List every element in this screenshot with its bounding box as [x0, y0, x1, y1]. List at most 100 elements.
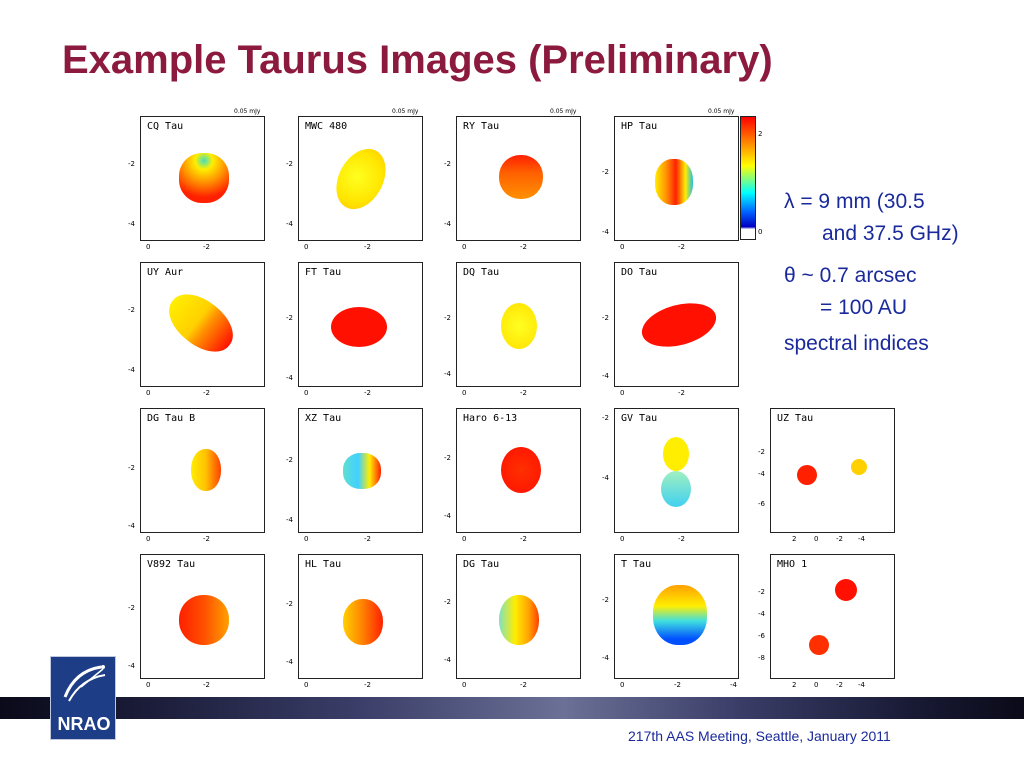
y-tick: -2 — [602, 314, 609, 322]
x-tick: 0 — [304, 389, 309, 397]
logo-text: NRAO — [57, 714, 111, 734]
panel-cq-tau: CQ Tau — [140, 116, 265, 241]
panel-mho-1: MHO 1 — [770, 554, 895, 679]
x-tick: -4 — [730, 681, 737, 689]
nrao-logo: NRAO — [50, 656, 116, 740]
emission-blob-south — [661, 471, 691, 507]
y-tick: -2 — [128, 604, 135, 612]
panel-label: UZ Tau — [777, 413, 814, 424]
footer-meeting: 217th AAS Meeting, Seattle, January 2011 — [628, 728, 891, 744]
x-tick: -2 — [836, 681, 843, 689]
y-tick: -4 — [128, 220, 135, 228]
emission-blob — [501, 447, 541, 493]
panel-gv-tau: GV Tau — [614, 408, 739, 533]
y-tick: -2 — [602, 168, 609, 176]
x-tick: 2 — [792, 535, 797, 543]
emission-blob — [343, 453, 381, 489]
y-tick: -2 — [286, 600, 293, 608]
y-tick: -2 — [128, 160, 135, 168]
y-tick: -4 — [128, 366, 135, 374]
info-au: = 100 AU — [820, 296, 907, 319]
panel-v892-tau: V892 Tau — [140, 554, 265, 679]
y-tick: -4 — [444, 220, 451, 228]
y-tick: -4 — [602, 654, 609, 662]
y-tick: -4 — [602, 228, 609, 236]
y-tick: -4 — [128, 662, 135, 670]
emission-blob — [501, 303, 537, 349]
x-tick: 0 — [620, 243, 625, 251]
emission-blob — [326, 140, 396, 218]
x-tick: -4 — [858, 535, 865, 543]
panel-label: FT Tau — [305, 267, 342, 278]
starfield-band — [0, 697, 1024, 719]
y-tick: -2 — [444, 598, 451, 606]
panel-xz-tau: XZ Tau — [298, 408, 423, 533]
telescope-icon — [63, 665, 106, 702]
emission-blob — [653, 585, 707, 645]
y-tick: -8 — [758, 654, 765, 662]
panel-label: MWC 480 — [305, 121, 348, 132]
y-tick: -2 — [128, 464, 135, 472]
y-tick: -4 — [128, 522, 135, 530]
y-tick: -6 — [758, 632, 765, 640]
panel-label: Haro 6-13 — [463, 413, 518, 424]
x-tick: -2 — [203, 681, 210, 689]
panel-label: DQ Tau — [463, 267, 500, 278]
y-tick: -2 — [286, 160, 293, 168]
y-tick: -4 — [286, 374, 293, 382]
panel-uz-tau: UZ Tau — [770, 408, 895, 533]
y-tick: -2 — [602, 414, 609, 422]
y-tick: -2 — [444, 454, 451, 462]
panel-do-tau: DO Tau — [614, 262, 739, 387]
panel-dg-tau-b: DG Tau B — [140, 408, 265, 533]
emission-blob-south — [809, 635, 829, 655]
emission-blob — [159, 283, 243, 363]
info-spectral-indices: spectral indices — [784, 332, 929, 355]
y-tick: -2 — [444, 160, 451, 168]
y-tick: -4 — [286, 658, 293, 666]
emission-blob — [637, 295, 721, 355]
x-tick: -2 — [364, 535, 371, 543]
x-tick: -4 — [858, 681, 865, 689]
panel-label: UY Aur — [147, 267, 184, 278]
panel-t-tau: T Tau — [614, 554, 739, 679]
emission-blob — [191, 449, 221, 491]
x-tick: 0 — [304, 535, 309, 543]
info-frequency: and 37.5 GHz) — [822, 222, 959, 245]
panel-haro-6-13: Haro 6-13 — [456, 408, 581, 533]
emission-blob — [655, 159, 693, 205]
x-tick: 0 — [462, 681, 467, 689]
x-tick: -2 — [520, 535, 527, 543]
x-tick: 0 — [814, 681, 819, 689]
panel-ry-tau: RY Tau — [456, 116, 581, 241]
x-tick: 0 — [146, 389, 151, 397]
x-tick: -2 — [836, 535, 843, 543]
y-tick: -2 — [758, 588, 765, 596]
y-tick: -2 — [602, 596, 609, 604]
emission-blob-east — [851, 459, 867, 475]
panel-uy-aur: UY Aur — [140, 262, 265, 387]
emission-blob — [343, 599, 383, 645]
panel-label: GV Tau — [621, 413, 658, 424]
x-tick: -2 — [674, 681, 681, 689]
x-tick: -2 — [364, 681, 371, 689]
x-tick: 2 — [792, 681, 797, 689]
y-tick: -4 — [758, 610, 765, 618]
y-tick: -4 — [758, 470, 765, 478]
x-tick: 0 — [462, 243, 467, 251]
panel-hl-tau: HL Tau — [298, 554, 423, 679]
x-tick: 0 — [814, 535, 819, 543]
panel-label: HP Tau — [621, 121, 658, 132]
panel-label: DO Tau — [621, 267, 658, 278]
emission-blob — [179, 595, 229, 645]
panel-dq-tau: DQ Tau — [456, 262, 581, 387]
scale-label: 0.05 mJy — [392, 108, 419, 115]
panel-label: HL Tau — [305, 559, 342, 570]
y-tick: -2 — [286, 314, 293, 322]
x-tick: -2 — [678, 389, 685, 397]
panel-label: CQ Tau — [147, 121, 184, 132]
x-tick: -2 — [678, 243, 685, 251]
panel-label: RY Tau — [463, 121, 500, 132]
panel-ft-tau: FT Tau — [298, 262, 423, 387]
y-tick: -2 — [444, 314, 451, 322]
